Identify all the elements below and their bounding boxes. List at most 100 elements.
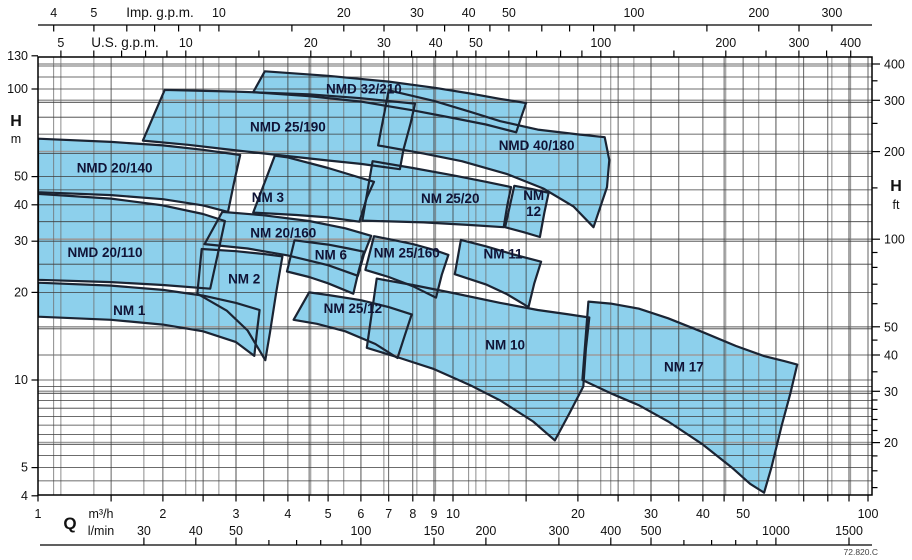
region-label-NM-10: NM 10 xyxy=(485,337,525,352)
m3h-tick-label: 40 xyxy=(696,507,710,521)
h-ft-axis-title: H xyxy=(890,178,902,195)
m3h-tick-label: 1 xyxy=(35,507,42,521)
region-label-NM-25-20: NM 25/20 xyxy=(421,191,480,206)
axis-h-m: 4 5 10 20 30 40 50 100 130 Hm xyxy=(7,49,38,503)
region-fill-NM-25-160 xyxy=(365,236,449,298)
region-outline-NM-25-12 xyxy=(292,291,413,360)
m3h-tick-label: 8 xyxy=(409,507,416,521)
region-fill-NM-1 xyxy=(38,282,260,356)
m3h-tick-label: 20 xyxy=(571,507,585,521)
region-outline-NMD-20-140 xyxy=(38,137,242,213)
pump-regions-outline xyxy=(38,70,799,494)
m3h-tick-label: 3 xyxy=(233,507,240,521)
m3h-tick-label: 6 xyxy=(357,507,364,521)
region-outline-NM-25-20 xyxy=(361,160,513,229)
h-m-tick-label: 10 xyxy=(14,373,28,387)
region-fill-NM-6 xyxy=(287,240,364,294)
axis-h-ft: 20 30 40 50 100 200 300 400 Hft xyxy=(872,58,905,489)
q-axis-symbol: Q xyxy=(63,514,76,533)
region-label-NM-12-2: 12 xyxy=(526,204,541,219)
pump-region-labels: NMD 32/210 NMD 25/190 NMD 40/180 NMD 20/140… xyxy=(67,82,703,375)
imp-gpm-axis-title: Imp. g.p.m. xyxy=(126,5,194,20)
lmin-tick-label: 150 xyxy=(424,524,445,538)
region-fill-NM-12 xyxy=(505,185,549,237)
lmin-tick-label: 1000 xyxy=(762,524,790,538)
imp-gpm-tick-label: 10 xyxy=(212,6,226,20)
h-ft-tick-label: 100 xyxy=(884,233,905,247)
m3h-tick-label: 10 xyxy=(446,507,460,521)
us-gpm-tick-label: 300 xyxy=(788,36,809,50)
h-m-tick-label: 30 xyxy=(14,234,28,248)
h-ft-tick-label: 20 xyxy=(884,436,898,450)
region-label-NM-25-160: NM 25/160 xyxy=(374,246,440,261)
region-outline-NM-2 xyxy=(196,247,284,362)
axis-m3h: 1 2 3 4 5 6 7 8 9 10 20 30 40 50 100 Q m³/h l/min xyxy=(35,495,879,538)
h-ft-tick-label: 200 xyxy=(884,145,905,159)
region-label-NM-12: NM xyxy=(523,188,544,203)
m3h-tick-label: 4 xyxy=(284,507,291,521)
lmin-tick-label: 100 xyxy=(350,524,371,538)
region-outline-NM-6 xyxy=(285,239,365,295)
m3h-tick-label: 30 xyxy=(644,507,658,521)
imp-gpm-tick-label: 4 xyxy=(50,6,57,20)
lmin-axis-title: l/min xyxy=(88,524,114,538)
region-outline-NMD-20-110 xyxy=(38,192,226,290)
region-label-NM-11: NM 11 xyxy=(483,247,523,262)
imp-gpm-tick-label: 5 xyxy=(90,6,97,20)
h-m-tick-label: 40 xyxy=(14,198,28,212)
us-gpm-tick-label: 50 xyxy=(469,36,483,50)
region-outline-NMD-40-180 xyxy=(377,89,611,229)
region-label-NMD-25-190: NMD 25/190 xyxy=(250,120,326,135)
lmin-tick-label: 30 xyxy=(137,524,151,538)
imp-gpm-tick-label: 40 xyxy=(462,6,476,20)
h-ft-tick-label: 40 xyxy=(884,349,898,363)
imp-gpm-tick-label: 30 xyxy=(410,6,424,20)
region-label-NMD-20-110: NMD 20/110 xyxy=(67,245,142,260)
region-label-NMD-32-210: NMD 32/210 xyxy=(326,82,402,97)
region-fill-NM-10 xyxy=(366,278,590,441)
plot-frame xyxy=(37,56,873,496)
region-label-NMD-20-140: NMD 20/140 xyxy=(77,161,153,176)
region-outline-NM-11 xyxy=(453,238,543,309)
lmin-tick-label: 1500 xyxy=(835,524,863,538)
region-label-NM-6: NM 6 xyxy=(315,247,348,262)
h-m-tick-label: 4 xyxy=(21,489,28,503)
h-m-tick-label: 50 xyxy=(14,170,28,184)
h-ft-tick-label: 300 xyxy=(884,94,905,108)
axis-us-gpm: 5 10 20 30 40 50 100 200 300 400 U.S. g.p.m. xyxy=(57,35,861,57)
region-fill-NMD-25-190 xyxy=(142,89,415,170)
region-label-NM-17: NM 17 xyxy=(664,359,704,374)
region-label-NM-3: NM 3 xyxy=(252,190,285,205)
us-gpm-tick-label: 30 xyxy=(377,36,391,50)
h-ft-tick-label: 50 xyxy=(884,320,898,334)
pump-regions-fill xyxy=(38,71,798,493)
lmin-tick-label: 40 xyxy=(189,524,203,538)
h-m-axis-unit: m xyxy=(11,132,21,146)
h-m-tick-label: 20 xyxy=(14,285,28,299)
region-outline-NM-10 xyxy=(365,277,591,442)
region-outline-NMD-25-190 xyxy=(141,88,417,171)
region-outline-NM-25-160 xyxy=(364,235,450,299)
region-label-NM-25-12: NM 25/12 xyxy=(324,301,383,316)
lmin-tick-label: 200 xyxy=(475,524,496,538)
m3h-tick-label: 2 xyxy=(159,507,166,521)
us-gpm-tick-label: 200 xyxy=(715,36,736,50)
m3h-axis-title: m³/h xyxy=(89,507,114,521)
drawing-code: 72.820.C xyxy=(844,547,879,557)
lmin-tick-label: 300 xyxy=(548,524,569,538)
m3h-tick-label: 100 xyxy=(858,507,879,521)
h-m-axis-title: H xyxy=(10,113,22,130)
imp-gpm-tick-label: 20 xyxy=(337,6,351,20)
h-ft-tick-label: 400 xyxy=(884,58,905,72)
us-gpm-tick-label: 400 xyxy=(840,36,861,50)
lmin-tick-label: 50 xyxy=(229,524,243,538)
h-m-tick-label: 5 xyxy=(21,461,28,475)
region-label-NMD-40-180: NMD 40/180 xyxy=(499,138,575,153)
region-label-NM-1: NM 1 xyxy=(113,303,146,318)
axis-imp-gpm: 4 5 10 20 30 40 50 100 200 300 Imp. g.p.m. xyxy=(38,5,872,32)
lmin-tick-label: 500 xyxy=(641,524,662,538)
us-gpm-tick-label: 10 xyxy=(179,36,193,50)
h-m-tick-label: 100 xyxy=(7,82,28,96)
